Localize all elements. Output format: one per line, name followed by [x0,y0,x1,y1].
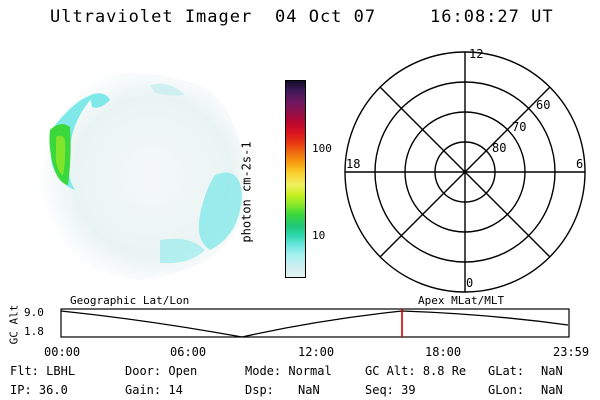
y-tick-1-8: 1.8 [24,325,44,338]
lat-label-60: 60 [536,98,551,112]
mlt-label-0: 0 [466,276,474,290]
glon-value: NaN [541,383,563,397]
app-title: Ultraviolet Imager [50,7,253,27]
gcalt-info: GC Alt: 8.8 Re [365,364,467,378]
mlt-label-12: 12 [469,47,484,61]
gain-info: Gain: 14 [125,383,183,397]
auroral-image [38,73,245,281]
dsp-label: Dsp: [245,383,274,397]
x-tick-1800: 18:00 [425,345,462,359]
dayside-glow [160,172,242,264]
mlt-label-6: 6 [576,157,584,171]
altitude-track [60,308,570,338]
colorbar-label: photon cm-2s-1 [239,141,254,243]
mlt-label-18: 18 [346,157,361,171]
lat-label-70: 70 [512,120,527,134]
lat-label-80: 80 [492,141,507,155]
timeline-y-label: GC Alt [7,304,21,345]
colorbar-tick-10: 10 [312,229,326,242]
polar-grid [344,51,586,293]
earth-disk [38,73,245,281]
mode-info: Mode: Normal [245,364,332,378]
glat-value: NaN [541,364,563,378]
ip-info: IP: 36.0 [10,383,68,397]
x-tick-1200: 12:00 [298,345,335,359]
x-tick-2359: 23:59 [553,345,590,359]
timeline-right-caption: Apex MLat/MLT [418,294,505,307]
image-date: 04 Oct 07 [275,7,377,27]
image-time: 16:08:27 UT [430,7,554,27]
altitude-curve [60,310,569,338]
auroral-oval [49,83,185,190]
colorbar [285,80,306,278]
door-info: Door: Open [125,364,198,378]
diagonal-2 [379,86,551,258]
dsp-value: NaN [298,383,320,397]
filter-info: Flt: LBHL [10,364,76,378]
glon-label: GLon: [488,383,525,397]
glat-label: GLat: [488,364,525,378]
y-tick-9: 9.0 [24,306,44,319]
seq-info: Seq: 39 [365,383,416,397]
x-tick-0000: 00:00 [44,345,81,359]
x-tick-0600: 06:00 [170,345,207,359]
timeline-left-caption: Geographic Lat/Lon [70,294,190,307]
colorbar-tick-100: 100 [312,142,332,155]
